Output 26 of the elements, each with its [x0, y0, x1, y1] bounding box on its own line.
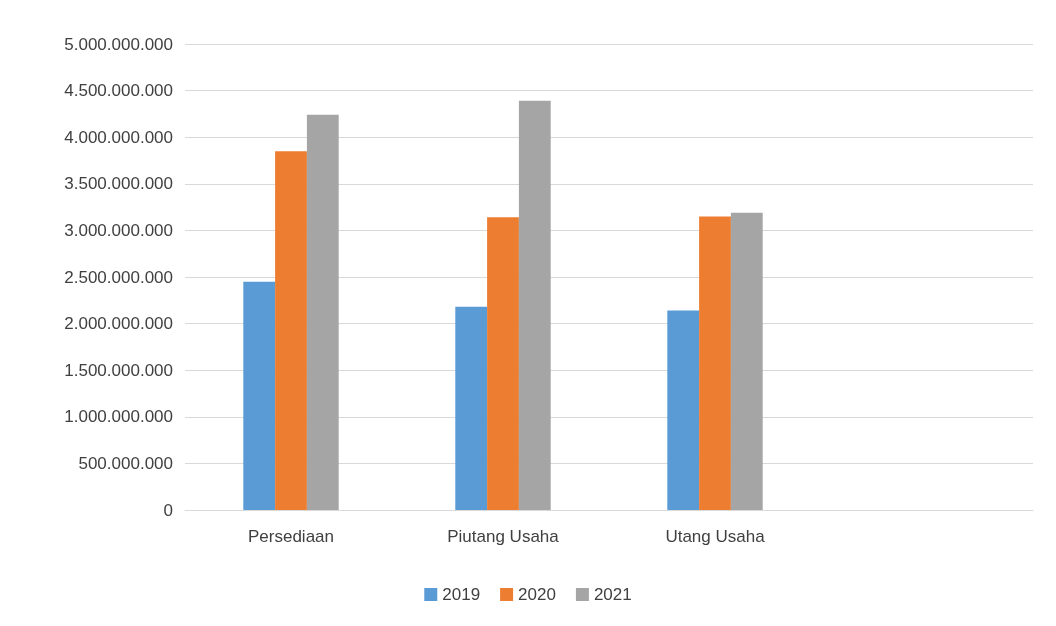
- y-tick-label: 4.500.000.000: [64, 81, 173, 101]
- bar: [275, 151, 307, 510]
- y-tick-label: 3.000.000.000: [64, 220, 173, 240]
- y-tick-label: 500.000.000: [78, 453, 173, 473]
- x-tick-label: Utang Usaha: [665, 527, 766, 546]
- y-tick-label: 1.500.000.000: [64, 360, 173, 380]
- bar: [306, 114, 339, 510]
- x-tick-label: Persediaan: [247, 527, 335, 546]
- bar: [243, 281, 276, 510]
- legend-label: 2020: [518, 585, 556, 604]
- y-tick-label: 0: [163, 500, 173, 520]
- y-tick-label: 2.500.000.000: [64, 267, 173, 287]
- bar: [487, 217, 519, 510]
- y-tick-label: 2.000.000.000: [64, 314, 173, 334]
- x-tick-label: Piutang Usaha: [447, 527, 560, 546]
- y-tick-label: 4.000.000.000: [64, 127, 173, 147]
- legend-label: 2021: [593, 585, 632, 604]
- bar: [518, 100, 551, 510]
- y-tick-label: 3.500.000.000: [64, 174, 173, 194]
- y-tick-label: 5.000.000.000: [64, 34, 173, 54]
- y-tick-label: 1.000.000.000: [64, 407, 173, 427]
- bar: [730, 212, 763, 510]
- bar: [699, 216, 731, 510]
- bar: [455, 306, 488, 510]
- legend-label: 2019: [442, 585, 481, 604]
- bar: [667, 310, 700, 510]
